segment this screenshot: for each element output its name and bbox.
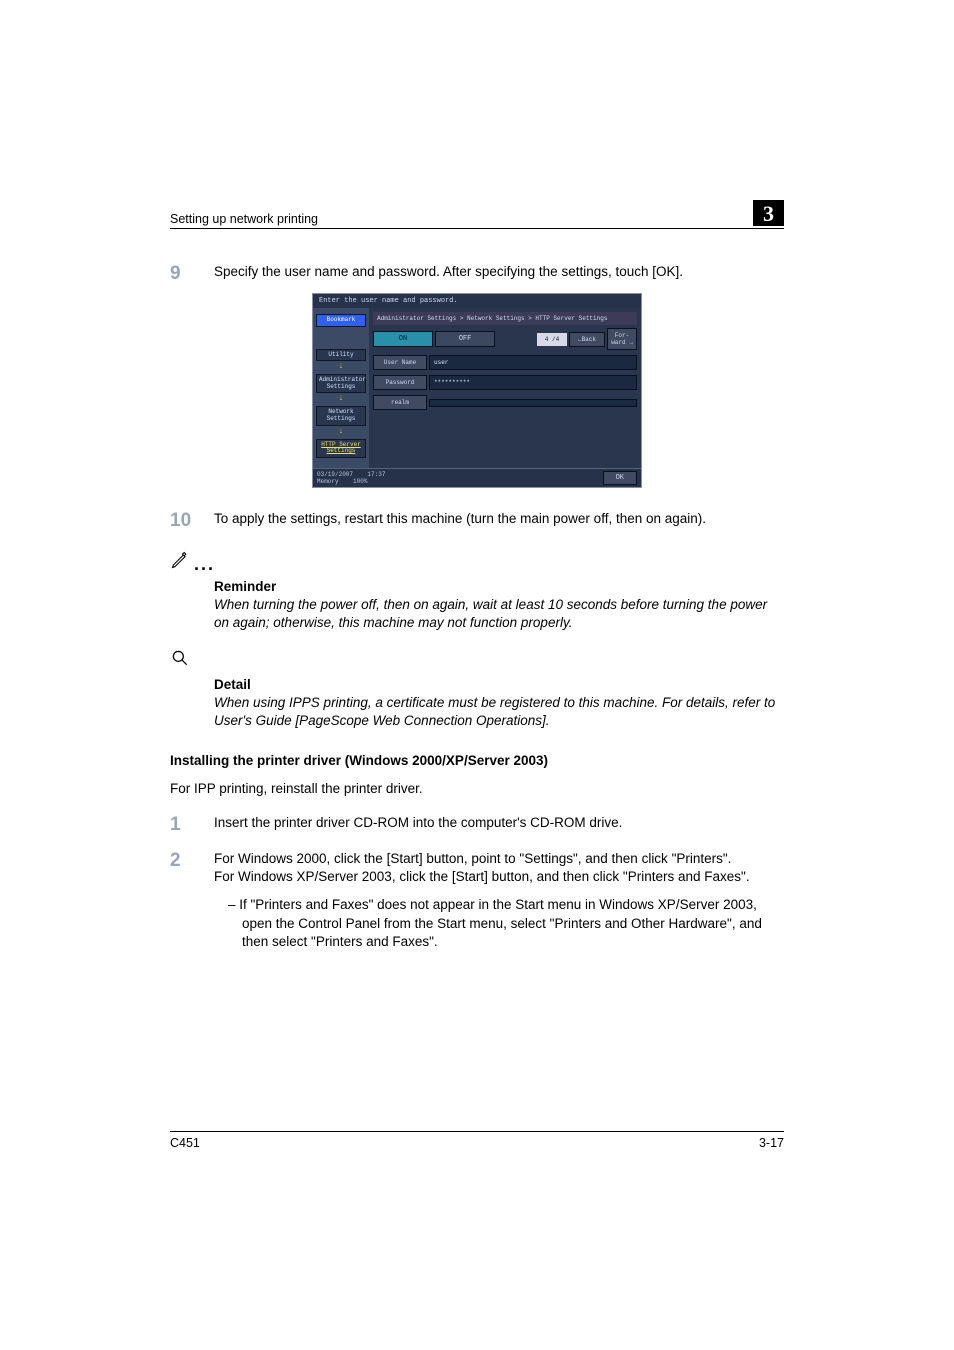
page-footer: C451 3-17: [170, 1131, 784, 1150]
username-row: User Name user: [373, 355, 637, 370]
realm-label: realm: [373, 395, 427, 410]
admin-settings-button[interactable]: Administrator Settings: [316, 374, 366, 393]
spacer: [316, 331, 366, 349]
breadcrumb: Administrator Settings > Network Setting…: [373, 312, 637, 325]
off-tab[interactable]: OFF: [435, 331, 495, 347]
page-indicator: 4 /4: [537, 333, 567, 346]
ok-button[interactable]: OK: [603, 471, 637, 485]
step-9: 9 Specify the user name and password. Af…: [170, 263, 784, 285]
page: Setting up network printing 3 9 Specify …: [0, 0, 954, 1350]
footer-date: 03/19/2007: [317, 471, 353, 478]
realm-row: realm: [373, 395, 637, 410]
forward-button[interactable]: For- ward →: [607, 328, 637, 350]
step-10: 10 To apply the settings, restart this m…: [170, 510, 784, 532]
network-settings-button[interactable]: Network Settings: [316, 406, 366, 425]
detail-head: Detail: [214, 677, 784, 692]
chapter-number: 3: [753, 200, 784, 226]
detail-icon-row: [170, 648, 784, 673]
step-2-line1: For Windows 2000, click the [Start] butt…: [214, 851, 731, 866]
down-arrow-icon: ↓: [316, 427, 366, 436]
password-row: Password **********: [373, 375, 637, 390]
install-heading: Installing the printer driver (Windows 2…: [170, 753, 784, 768]
step-2: 2 For Windows 2000, click the [Start] bu…: [170, 850, 784, 886]
step-2-line2: For Windows XP/Server 2003, click the [S…: [214, 869, 750, 884]
password-field[interactable]: **********: [429, 375, 637, 390]
step-text: To apply the settings, restart this mach…: [214, 510, 784, 532]
step-number: 9: [170, 263, 214, 285]
footer-left: C451: [170, 1136, 200, 1150]
on-tab[interactable]: ON: [373, 331, 433, 347]
pencil-icon: [170, 550, 190, 575]
step-1: 1 Insert the printer driver CD-ROM into …: [170, 814, 784, 836]
footer-mem-value: 100%: [353, 478, 367, 485]
reminder-body: When turning the power off, then on agai…: [214, 596, 784, 632]
running-header: Setting up network printing 3: [170, 200, 784, 229]
device-panel: Enter the user name and password. Bookma…: [312, 293, 642, 488]
http-server-button[interactable]: HTTP Server Settings: [316, 439, 366, 458]
install-intro: For IPP printing, reinstall the printer …: [170, 780, 784, 798]
footer-right: 3-17: [759, 1136, 784, 1150]
step-2-bullet: – If "Printers and Faxes" does not appea…: [214, 896, 784, 951]
reminder-head: Reminder: [214, 579, 784, 594]
down-arrow-icon: ↓: [316, 362, 366, 371]
step-text: Insert the printer driver CD-ROM into th…: [214, 814, 784, 836]
username-label: User Name: [373, 355, 427, 370]
back-button[interactable]: ←Back: [569, 332, 605, 347]
magnifier-icon: [170, 655, 190, 672]
ellipsis-icon: ...: [194, 554, 215, 575]
reminder-icon-row: ...: [170, 550, 784, 575]
bookmark-button[interactable]: Bookmark: [316, 314, 366, 327]
username-field[interactable]: user: [429, 355, 637, 370]
down-arrow-icon: ↓: [316, 394, 366, 403]
footer-mem-label: Memory: [317, 478, 339, 485]
detail-body: When using IPPS printing, a certificate …: [214, 694, 784, 730]
content: 9 Specify the user name and password. Af…: [170, 229, 784, 951]
device-sidebar: Bookmark Utility ↓ Administrator Setting…: [313, 308, 369, 468]
step-text: For Windows 2000, click the [Start] butt…: [214, 850, 784, 886]
footer-time: 17:37: [367, 471, 385, 478]
realm-field[interactable]: [429, 399, 637, 407]
step-number: 2: [170, 850, 214, 886]
device-screenshot: Enter the user name and password. Bookma…: [170, 293, 784, 488]
tab-row: ON OFF 4 /4 ←Back For- ward →: [373, 328, 637, 350]
device-footer: 03/19/2007 17:37 Memory 100% OK: [313, 468, 641, 487]
step-2-bullet-wrap: – If "Printers and Faxes" does not appea…: [170, 896, 784, 951]
device-main: Bookmark Utility ↓ Administrator Setting…: [313, 308, 641, 468]
header-left: Setting up network printing: [170, 212, 318, 226]
footer-left: 03/19/2007 17:37 Memory 100%: [317, 471, 385, 485]
device-body: Administrator Settings > Network Setting…: [369, 308, 641, 468]
utility-button[interactable]: Utility: [316, 349, 366, 362]
step-number: 10: [170, 510, 214, 532]
step-text: Specify the user name and password. Afte…: [214, 263, 784, 285]
step-number: 1: [170, 814, 214, 836]
device-instruction: Enter the user name and password.: [313, 294, 641, 308]
password-label: Password: [373, 375, 427, 390]
spacer: [373, 410, 637, 448]
